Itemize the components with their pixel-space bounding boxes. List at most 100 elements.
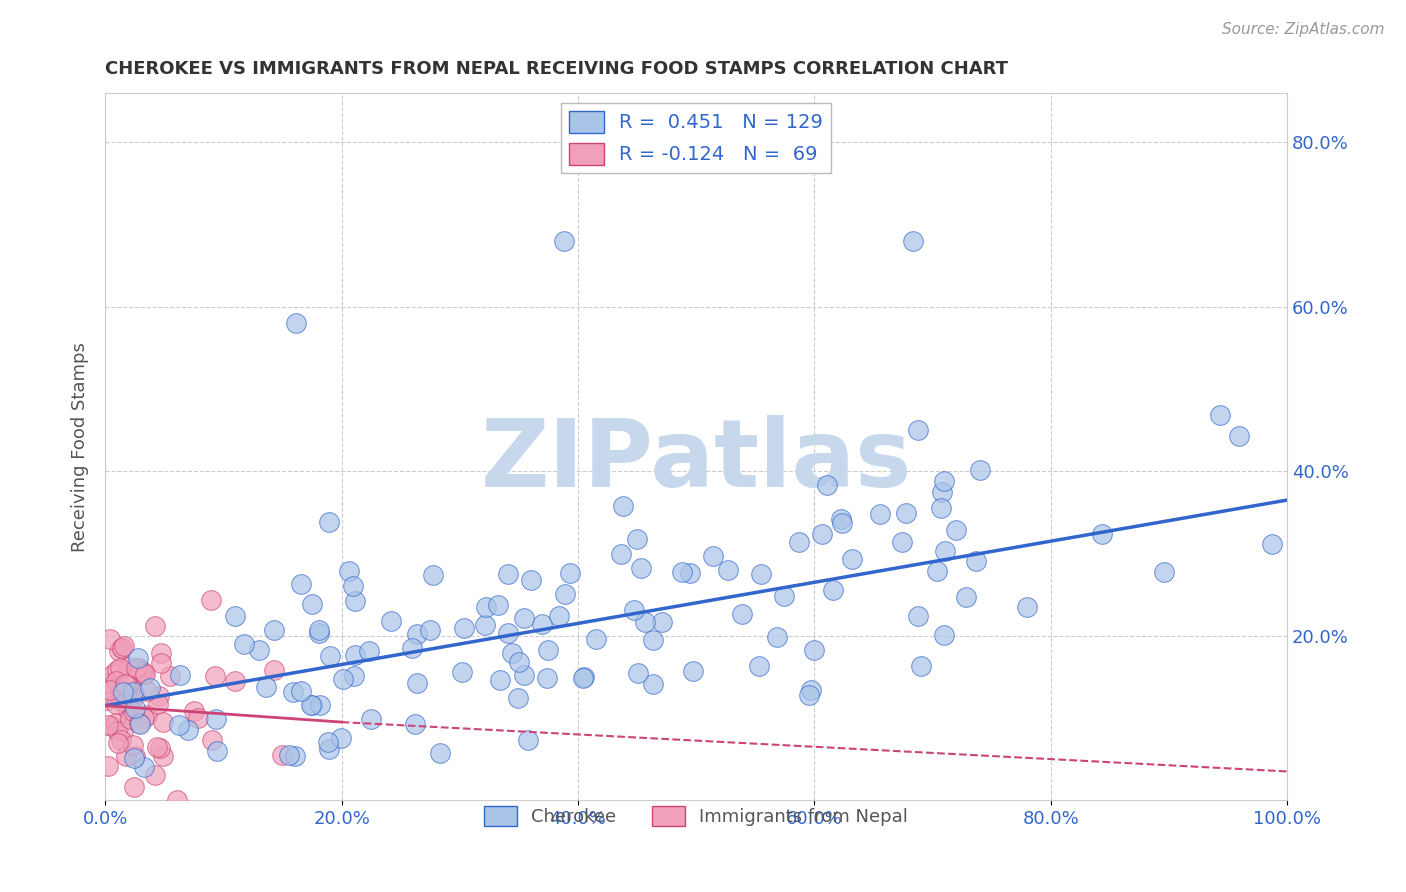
Point — [110, 694, 132, 708]
Point — [553, 234, 575, 248]
Point — [651, 615, 673, 629]
Point — [730, 607, 752, 621]
Point — [332, 672, 354, 686]
Point — [830, 512, 852, 526]
Point — [508, 656, 530, 670]
Point — [146, 739, 169, 754]
Point — [474, 617, 496, 632]
Point — [121, 690, 143, 704]
Point — [903, 234, 925, 248]
Point — [357, 644, 380, 658]
Point — [475, 599, 498, 614]
Point — [107, 736, 129, 750]
Point — [531, 617, 554, 632]
Point — [120, 703, 142, 717]
Point — [623, 603, 645, 617]
Point — [319, 649, 342, 664]
Point — [187, 711, 209, 725]
Point — [955, 590, 977, 604]
Point — [890, 534, 912, 549]
Point — [105, 663, 128, 677]
Point — [290, 577, 312, 591]
Point — [451, 665, 474, 679]
Point — [405, 675, 427, 690]
Point — [96, 676, 118, 690]
Point — [627, 666, 650, 681]
Point — [98, 632, 121, 646]
Point — [132, 667, 155, 681]
Point — [536, 643, 558, 657]
Point — [117, 678, 139, 692]
Point — [201, 733, 224, 747]
Point — [748, 658, 770, 673]
Point — [136, 684, 159, 698]
Point — [343, 669, 366, 683]
Legend: Cherokee, Immigrants from Nepal: Cherokee, Immigrants from Nepal — [477, 798, 915, 834]
Point — [799, 688, 821, 702]
Point — [152, 749, 174, 764]
Point — [965, 554, 987, 568]
Point — [121, 690, 143, 704]
Point — [132, 666, 155, 681]
Point — [308, 624, 330, 638]
Point — [342, 579, 364, 593]
Point — [641, 677, 664, 691]
Text: ZIPatlas: ZIPatlas — [481, 415, 912, 507]
Point — [630, 561, 652, 575]
Point — [931, 485, 953, 500]
Point — [100, 719, 122, 733]
Point — [117, 703, 139, 717]
Point — [233, 636, 256, 650]
Point — [301, 597, 323, 611]
Point — [118, 712, 141, 726]
Point — [110, 640, 132, 655]
Point — [204, 669, 226, 683]
Point — [508, 691, 530, 706]
Point — [127, 651, 149, 665]
Point — [585, 632, 607, 646]
Point — [800, 683, 823, 698]
Point — [148, 689, 170, 703]
Y-axis label: Receiving Food Stamps: Receiving Food Stamps — [72, 342, 89, 551]
Point — [896, 506, 918, 520]
Point — [98, 683, 121, 698]
Point — [284, 316, 307, 330]
Point — [343, 593, 366, 607]
Point — [97, 718, 120, 732]
Point — [536, 671, 558, 685]
Point — [149, 656, 172, 670]
Point — [404, 717, 426, 731]
Point — [751, 567, 773, 582]
Point — [108, 661, 131, 675]
Point — [548, 608, 571, 623]
Point — [907, 608, 929, 623]
Point — [112, 685, 135, 699]
Point — [1091, 526, 1114, 541]
Point — [401, 640, 423, 655]
Point — [146, 698, 169, 712]
Point — [281, 685, 304, 699]
Point — [124, 701, 146, 715]
Point — [149, 741, 172, 756]
Point — [122, 687, 145, 701]
Point — [115, 687, 138, 701]
Point — [572, 670, 595, 684]
Point — [136, 707, 159, 722]
Point — [671, 565, 693, 579]
Point — [110, 663, 132, 677]
Point — [167, 718, 190, 732]
Point — [108, 644, 131, 658]
Point — [932, 627, 955, 641]
Point — [821, 582, 844, 597]
Point — [134, 760, 156, 774]
Point — [516, 733, 538, 747]
Point — [811, 526, 834, 541]
Point — [122, 780, 145, 795]
Point — [679, 566, 702, 581]
Point — [558, 566, 581, 581]
Point — [406, 627, 429, 641]
Point — [932, 475, 955, 489]
Point — [169, 668, 191, 682]
Point — [124, 749, 146, 764]
Point — [128, 715, 150, 730]
